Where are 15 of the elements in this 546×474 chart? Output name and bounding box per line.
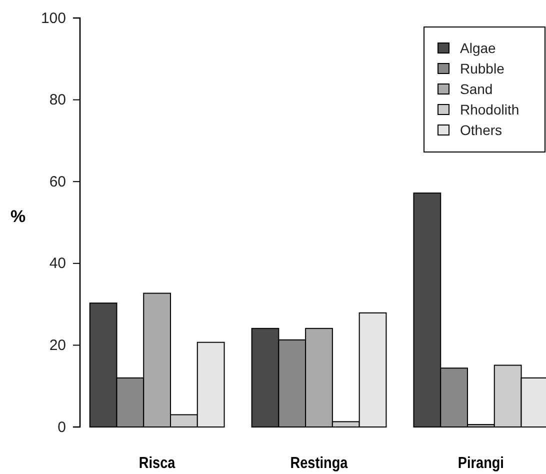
legend-label: Others xyxy=(460,122,502,138)
y-tick-label: 100 xyxy=(40,10,66,27)
legend-label: Sand xyxy=(460,81,493,97)
y-tick-label: 80 xyxy=(49,92,66,109)
y-axis-title: % xyxy=(10,207,26,226)
legend-label: Algae xyxy=(460,40,496,56)
y-tick-label: 0 xyxy=(58,418,66,436)
y-tick-label: 20 xyxy=(49,337,66,354)
y-tick-label: 60 xyxy=(49,173,66,190)
legend-label: Rhodolith xyxy=(460,102,520,118)
x-tick-label: Restinga xyxy=(290,455,348,472)
legend-label: Rubble xyxy=(460,60,505,76)
x-tick-label: Risca xyxy=(138,455,176,472)
y-tick-label: 40 xyxy=(49,255,66,272)
x-tick-label: Pirangi xyxy=(458,455,504,472)
